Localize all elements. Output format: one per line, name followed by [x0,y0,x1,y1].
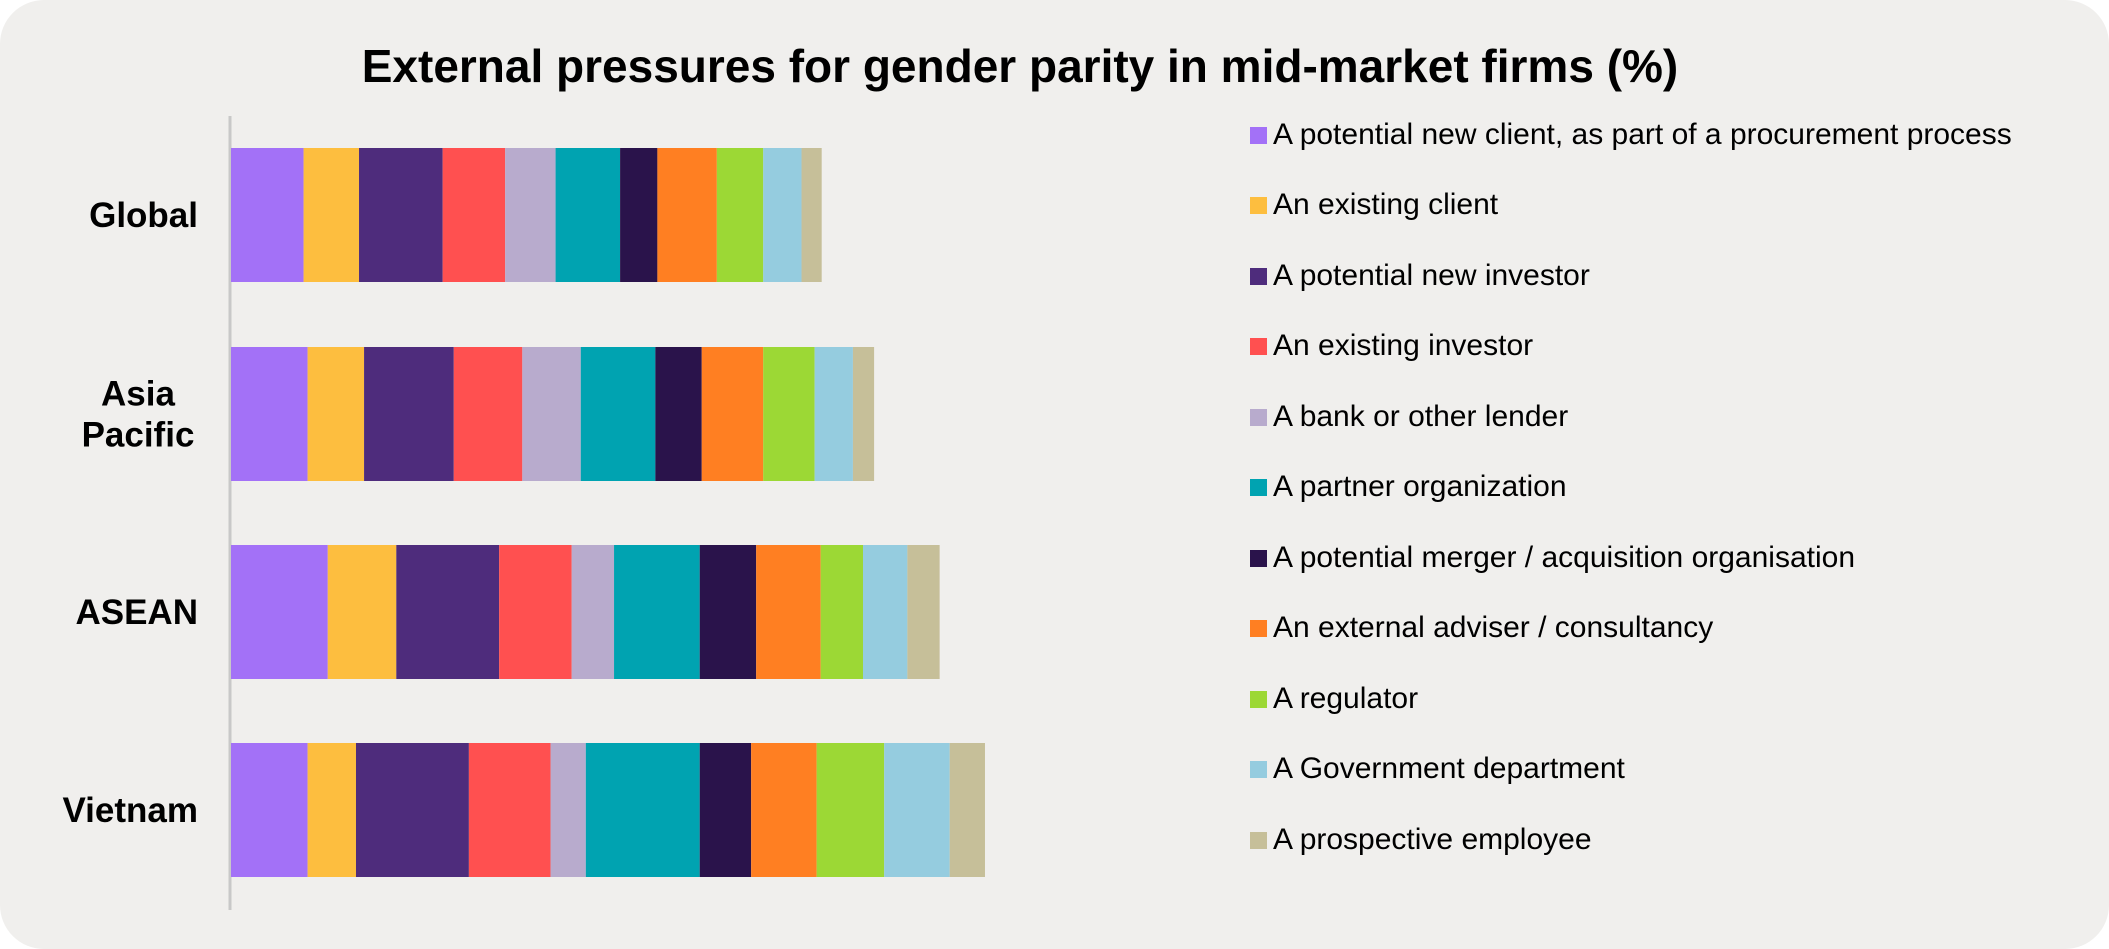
bar-segment [522,347,581,481]
bar-segment [550,743,586,877]
legend-swatch [1250,267,1267,285]
legend-item: A potential new client, as part of a pro… [1250,115,2012,155]
bar-segment [453,347,523,481]
legend-swatch [1250,126,1267,144]
legend-label: An external adviser / consultancy [1273,611,1714,644]
legend-swatch [1250,408,1267,426]
bar-segment [814,347,853,481]
bar-segment [468,743,551,877]
bar-segment [505,148,556,282]
legend-swatch [1250,690,1267,708]
legend-label: A bank or other lender [1273,400,1569,433]
legend-item: A potential merger / acquisition organis… [1250,538,1855,578]
bar-segment [820,545,864,679]
bar-segment [307,743,356,877]
category-label: Global [89,196,198,235]
legend-item: A bank or other lender [1250,397,1568,437]
bar-segment [364,347,454,481]
category-label: ASEAN [75,593,198,632]
legend-label: A potential merger / acquisition organis… [1273,541,1856,574]
category-label: Pacific [82,416,195,455]
bar-segment [499,545,572,679]
legend-item: A potential new investor [1250,256,1590,296]
bar-segment [614,545,700,679]
legend-item: An existing client [1250,185,1498,225]
legend-label: A Government department [1273,752,1625,785]
legend-item: An external adviser / consultancy [1250,608,1713,648]
legend-label: A regulator [1273,682,1419,715]
bar-segment [655,347,702,481]
legend-swatch [1250,619,1267,637]
bar-segment [716,148,764,282]
legend-item: An existing investor [1250,326,1533,366]
bar-segment [359,148,443,282]
bar-segment [699,743,752,877]
legend-item: A prospective employee [1250,820,1592,860]
legend-label: A partner organization [1273,470,1567,503]
legend-label: An existing investor [1273,329,1534,362]
legend-label: A potential new investor [1273,259,1590,292]
legend-label: A prospective employee [1273,823,1592,856]
legend-swatch [1250,549,1267,567]
bar-segment [763,347,815,481]
legend-item: A partner organization [1250,467,1567,507]
legend-item: A regulator [1250,679,1418,719]
legend-swatch [1250,478,1267,496]
legend-swatch [1250,831,1267,849]
bar-segment [756,545,821,679]
bar-segment [355,743,469,877]
bar-segment [657,148,717,282]
bar-segment [571,545,615,679]
bar-segment [701,347,764,481]
legend-label: An existing client [1273,188,1499,221]
bar-segment [231,545,328,679]
bar-segment [231,148,304,282]
legend-swatch [1250,760,1267,778]
category-label: Vietnam [62,791,198,830]
legend-item: A Government department [1250,749,1625,789]
bar-segment [699,545,757,679]
chart-title: External pressures for gender parity in … [361,40,1679,92]
legend-swatch [1250,196,1267,214]
bar-segment [763,148,802,282]
bar-segment [620,148,658,282]
bar-segment [884,743,950,877]
bar-segment [396,545,500,679]
legend-swatch [1250,337,1267,355]
category-label: Asia [101,375,175,414]
bar-segment [863,545,908,679]
bar-segment [585,743,700,877]
bar-segment [816,743,885,877]
bar-segment [580,347,656,481]
bar-segment [801,148,822,282]
bar-segment [852,347,875,481]
bar-segment [907,545,940,679]
bar-segment [555,148,621,282]
bar-segment [751,743,817,877]
bar-segment [949,743,985,877]
legend-label: A potential new client, as part of a pro… [1273,118,2012,151]
bar-segment [231,347,308,481]
bar-segment [442,148,506,282]
bar-segment [231,743,308,877]
bar-segment [327,545,397,679]
bar-segment [303,148,360,282]
bar-segment [307,347,365,481]
